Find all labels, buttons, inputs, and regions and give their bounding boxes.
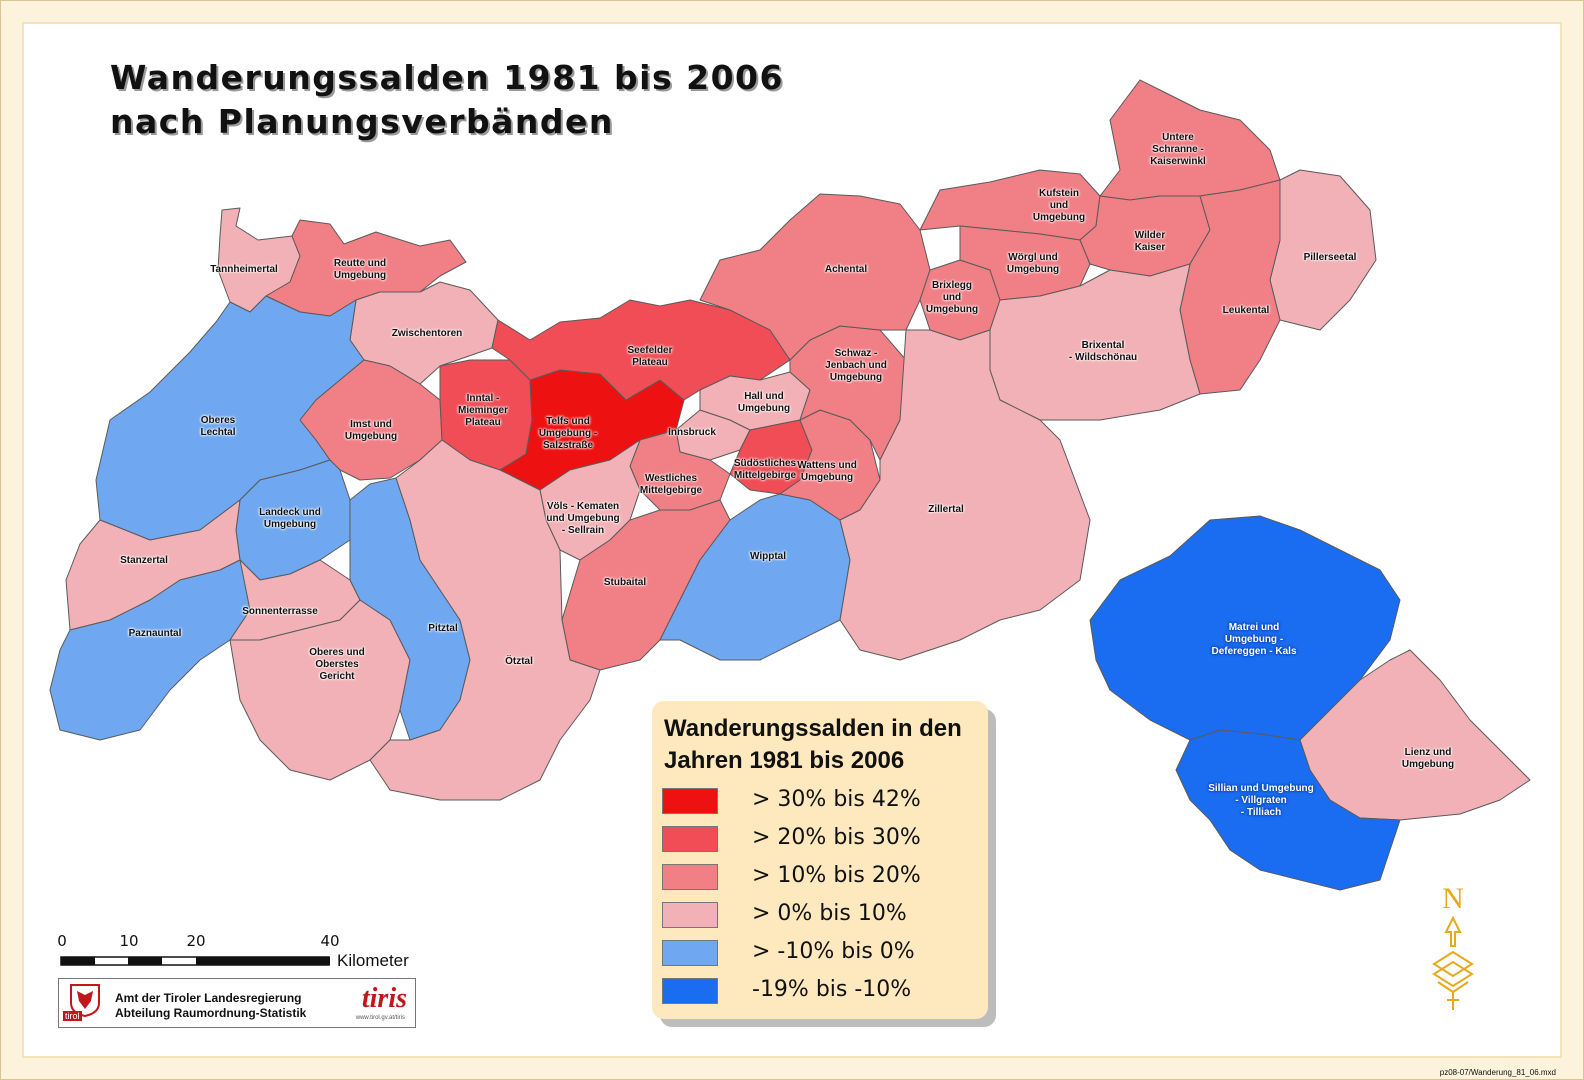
region-label-pitztal: Pitztal xyxy=(428,623,458,634)
tirol-wordmark: tirol xyxy=(63,1011,82,1021)
scale-bar: 0 10 20 40 Kilometer xyxy=(56,932,416,970)
region-label-achental: Achental xyxy=(824,264,868,275)
legend-swatch xyxy=(662,940,718,966)
region-label-brixental-wildschönau: Brixental - Wildschönau xyxy=(1068,340,1138,363)
region-label-wattens-und-umgebung: Wattens und Umgebung xyxy=(797,460,857,483)
region-label-zwischentoren: Zwischentoren xyxy=(391,328,463,339)
region-pillerseetal xyxy=(1269,169,1377,331)
north-arrow-graphic xyxy=(1432,915,1474,1010)
legend-item: > -10% bis 0% xyxy=(662,939,962,966)
region-label-telfs-und-umgebung-salzstraße: Telfs und Umgebung - Salzstraße xyxy=(538,416,598,451)
credit-box: tirol Amt der Tiroler Landesregierung Ab… xyxy=(58,978,416,1028)
region-label-seefelder-plateau: Seefelder Plateau xyxy=(627,345,673,368)
region-label-sillian-und-umgebung-villgraten-tilliach: Sillian und Umgebung - Villgraten - Till… xyxy=(1208,783,1314,818)
region-label-paznauntal: Paznauntal xyxy=(128,628,182,639)
region-label-kufstein-und-umgebung: Kufstein und Umgebung xyxy=(1032,188,1086,223)
region-imst-und-umgebung xyxy=(299,359,443,481)
region-label-hall-und-umgebung: Hall und Umgebung xyxy=(737,391,791,414)
legend-label: > 10% bis 20% xyxy=(752,863,921,888)
regions-layer xyxy=(49,79,1531,891)
region-label-inntal-mieminger-plateau: Inntal - Mieminger Plateau xyxy=(457,393,509,428)
legend-swatch xyxy=(662,826,718,852)
tiris-url: www.tirol.gv.at/tiris xyxy=(355,1015,405,1021)
tirol-eagle-logo-icon xyxy=(70,984,100,1017)
region-label-südöstliches-mittelgebirge: Südöstliches Mittelgebirge xyxy=(733,458,797,481)
legend-swatch xyxy=(662,978,718,1004)
region-label-reutte-und-umgebung: Reutte und Umgebung xyxy=(333,258,387,281)
tiris-logo: tiris xyxy=(361,983,407,1014)
region-label-brixlegg-und-umgebung: Brixlegg und Umgebung xyxy=(925,280,979,315)
region-label-imst-und-umgebung: Imst und Umgebung xyxy=(344,419,398,442)
region-label-wipptal: Wipptal xyxy=(749,551,787,562)
legend-item: > 20% bis 30% xyxy=(662,825,962,852)
legend-item: > 0% bis 10% xyxy=(662,901,962,928)
region-label-völs-kematen-und-umgebung-sellrain: Völs - Kematen und Umgebung - Sellrain xyxy=(546,501,620,536)
title-line-2: nach Planungsverbänden xyxy=(110,102,614,141)
region-matrei-und-umgebung-defereggen-kals xyxy=(1089,515,1401,741)
scale-tick-0: 0 xyxy=(57,932,67,950)
legend-swatch xyxy=(662,864,718,890)
legend-label: > 20% bis 30% xyxy=(752,825,921,850)
scale-unit: Kilometer xyxy=(337,951,409,970)
region-label-wörgl-und-umgebung: Wörgl und Umgebung xyxy=(1006,252,1060,275)
region-label-untere-schranne-kaiserwinkl: Untere Schranne - Kaiserwinkl xyxy=(1150,132,1206,167)
legend-item: > 30% bis 42% xyxy=(662,787,962,814)
region-label-stubaital: Stubaital xyxy=(603,577,647,588)
region-label-landeck-und-umgebung: Landeck und Umgebung xyxy=(259,507,321,530)
region-label-matrei-und-umgebung-defereggen-kals: Matrei und Umgebung - Defereggen - Kals xyxy=(1211,622,1297,657)
region-label-tannheimertal: Tannheimertal xyxy=(210,264,278,275)
legend-title-line-2: Jahren 1981 bis 2006 xyxy=(664,747,905,774)
region-label-westliches-mittelgebirge: Westliches Mittelgebirge xyxy=(639,473,703,496)
legend-title-line-1: Wanderungssalden in den xyxy=(664,715,962,742)
legend-swatch xyxy=(662,788,718,814)
legend-swatch xyxy=(662,902,718,928)
legend-label: -19% bis -10% xyxy=(752,977,912,1002)
legend-label: > 0% bis 10% xyxy=(752,901,907,926)
title-line-1: Wanderungssalden 1981 bis 2006 xyxy=(110,58,784,97)
region-label-stanzertal: Stanzertal xyxy=(120,555,168,566)
north-letter: N xyxy=(1442,882,1464,915)
region-label-oberes-und-oberstes-gericht: Oberes und Oberstes Gericht xyxy=(309,647,365,682)
region-label-pillerseetal: Pillerseetal xyxy=(1303,252,1357,263)
scale-tick-40: 40 xyxy=(320,932,340,950)
region-ötztal xyxy=(369,439,601,801)
region-label-schwaz-jenbach-und-umgebung: Schwaz - Jenbach und Umgebung xyxy=(825,348,887,383)
legend-label: > -10% bis 0% xyxy=(752,939,915,964)
north-arrow-icon: N xyxy=(1428,882,1478,1016)
credit-line-1: Amt der Tiroler Landesregierung xyxy=(115,991,302,1005)
scale-bar-graphic xyxy=(60,956,330,966)
scale-tick-10: 10 xyxy=(119,932,139,950)
region-label-lienz-und-umgebung: Lienz und Umgebung xyxy=(1401,747,1455,770)
region-zillertal xyxy=(839,329,1091,661)
credit-line-2: Abteilung Raumordnung-Statistik xyxy=(115,1006,307,1020)
legend: Wanderungssalden in den Jahren 1981 bis … xyxy=(652,701,988,1019)
region-sillian-und-umgebung-villgraten-tilliach xyxy=(1175,729,1401,891)
legend-item: > 10% bis 20% xyxy=(662,863,962,890)
scale-tick-20: 20 xyxy=(186,932,206,950)
region-label-ötztal: Ötztal xyxy=(505,656,533,667)
region-label-wilder-kaiser: Wilder Kaiser xyxy=(1134,230,1166,253)
region-label-zillertal: Zillertal xyxy=(928,504,964,515)
region-label-innsbruck: Innsbruck xyxy=(668,427,716,438)
region-label-leukental: Leukental xyxy=(1222,305,1270,316)
legend-label: > 30% bis 42% xyxy=(752,787,921,812)
legend-title: Wanderungssalden in den Jahren 1981 bis … xyxy=(664,713,988,777)
map-title: Wanderungssalden 1981 bis 2006 nach Plan… xyxy=(110,56,784,144)
region-label-sonnenterrasse: Sonnenterrasse xyxy=(242,606,318,617)
file-note: pz08-07/Wanderung_81_06.mxd xyxy=(1439,1068,1556,1077)
region-label-oberes-lechtal: Oberes Lechtal xyxy=(200,415,236,438)
legend-item: -19% bis -10% xyxy=(662,977,962,1004)
